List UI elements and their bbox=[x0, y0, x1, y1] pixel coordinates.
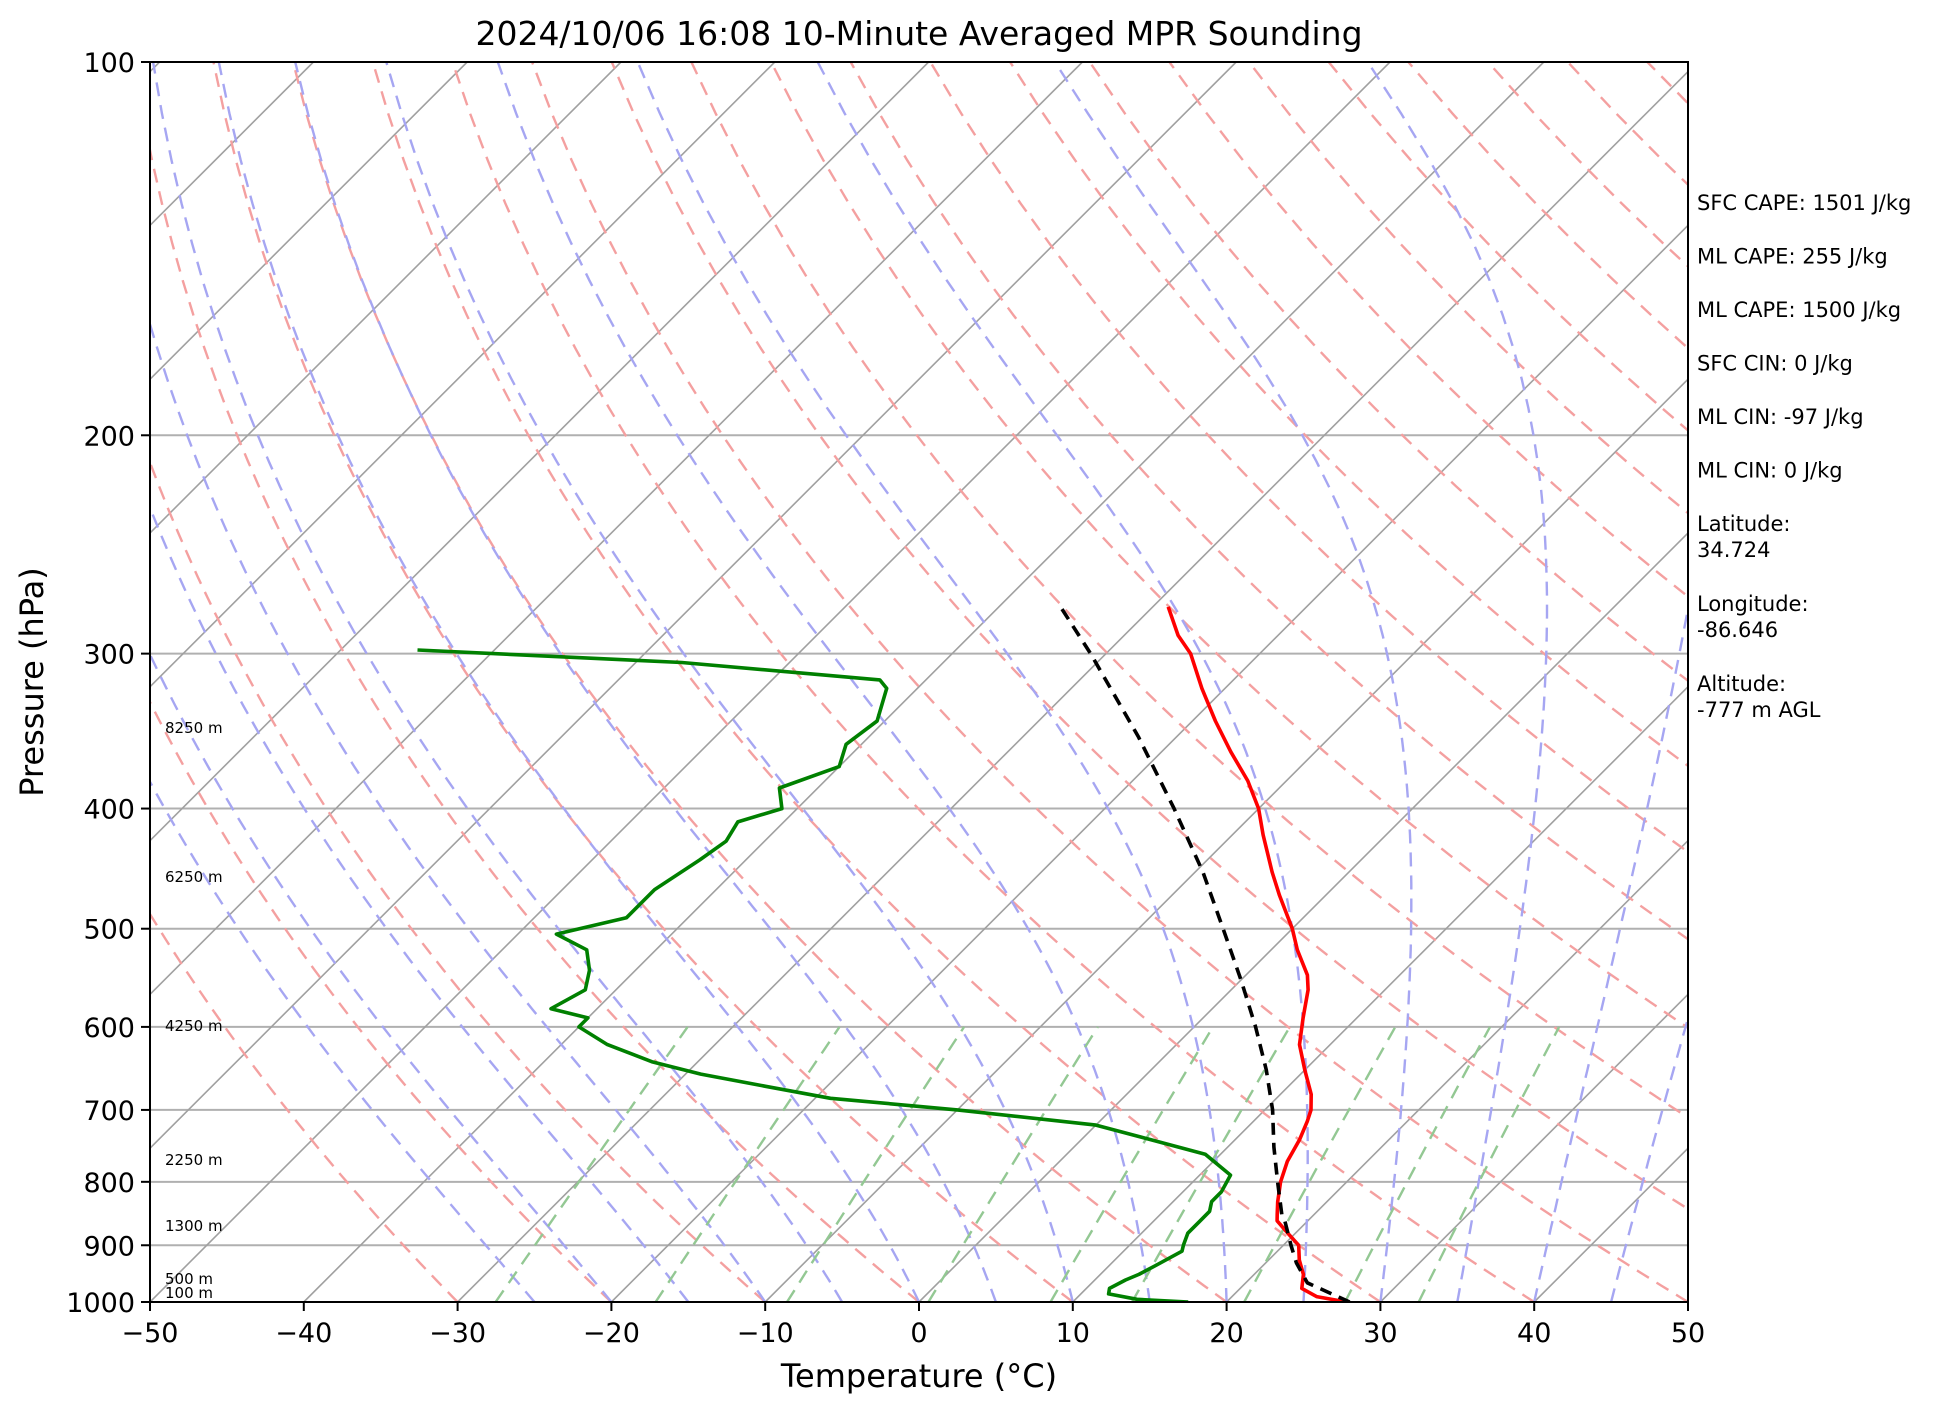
y-axis-ticks: 1000 900 800 700 600 500 400 300 200 100 bbox=[66, 48, 150, 1319]
isotherm-line bbox=[918, 531, 1688, 1302]
parcel-profile-line bbox=[1058, 605, 1351, 1302]
isotherm-line bbox=[150, 62, 930, 842]
x-tick-label: 20 bbox=[1209, 1318, 1243, 1349]
dry-adiabat-line bbox=[150, 911, 459, 1302]
moist-adiabat-line bbox=[816, 62, 1309, 1302]
chart-title: 2024/10/06 16:08 10-Minute Averaged MPR … bbox=[475, 14, 1362, 53]
y-tick-label: 400 bbox=[83, 795, 135, 826]
x-axis-title: Temperature (°C) bbox=[780, 1357, 1057, 1395]
height-label: 100 m bbox=[165, 1284, 213, 1302]
dry-adiabat-line bbox=[371, 62, 1382, 1302]
mixing-ratio-line bbox=[1131, 1026, 1291, 1302]
isotherm-line bbox=[150, 62, 468, 381]
y-tick-label: 700 bbox=[83, 1096, 135, 1127]
x-axis-ticks: −50 −40 −30 −20 −10 0 10 20 30 40 50 bbox=[122, 1302, 1705, 1349]
x-tick-label: −20 bbox=[583, 1318, 640, 1349]
dry-adiabat-line bbox=[770, 62, 1688, 1030]
x-tick-label: −30 bbox=[429, 1318, 486, 1349]
stat-text: ML CAPE: 1500 J/kg bbox=[1697, 298, 1901, 322]
dry-adiabat-line bbox=[212, 62, 1074, 1302]
x-tick-label: 10 bbox=[1056, 1318, 1090, 1349]
height-label: 6250 m bbox=[165, 868, 223, 886]
dry-adiabat-line bbox=[530, 62, 1688, 1302]
isotherm-line bbox=[150, 62, 1083, 996]
y-tick-label: 500 bbox=[83, 915, 135, 946]
isotherm-line bbox=[150, 62, 622, 535]
isotherm-line bbox=[457, 70, 1688, 1302]
dry-adiabat-line bbox=[291, 62, 1228, 1302]
y-tick-label: 300 bbox=[83, 640, 135, 671]
dry-adiabat-line bbox=[150, 699, 613, 1302]
isotherm-line bbox=[150, 62, 776, 688]
y-tick-label: 100 bbox=[83, 48, 135, 79]
x-tick-label: 50 bbox=[1671, 1318, 1705, 1349]
isotherm-line bbox=[150, 62, 1237, 1150]
stat-text: ML CAPE: 255 J/kg bbox=[1697, 245, 1888, 269]
moist-adiabat-line bbox=[385, 62, 1074, 1302]
dewpoint-profile-line bbox=[417, 648, 1233, 1302]
dry-adiabat-line bbox=[451, 62, 1535, 1302]
moist-adiabat-line bbox=[150, 779, 536, 1302]
mixing-ratio-line bbox=[785, 1026, 966, 1302]
moist-adiabat-line bbox=[1366, 62, 1549, 1302]
dry-adiabat-line bbox=[610, 62, 1688, 1211]
y-tick-label: 1000 bbox=[66, 1288, 135, 1319]
mixing-ratio-line bbox=[494, 1026, 689, 1302]
height-label: 4250 m bbox=[165, 1017, 223, 1035]
stat-text: Latitude: 34.724 bbox=[1697, 512, 1791, 562]
moist-adiabat-line bbox=[1533, 601, 1688, 1302]
x-tick-label: 30 bbox=[1363, 1318, 1397, 1349]
y-tick-label: 800 bbox=[83, 1168, 135, 1199]
stat-text: SFC CAPE: 1501 J/kg bbox=[1697, 191, 1911, 215]
isotherm-line bbox=[764, 378, 1688, 1302]
isotherm-line bbox=[1379, 993, 1688, 1302]
dry-adiabat-line bbox=[929, 62, 1688, 854]
mixing-ratio-line bbox=[654, 1026, 841, 1302]
moist-adiabat-line bbox=[294, 62, 998, 1302]
x-tick-label: −40 bbox=[275, 1318, 332, 1349]
temperature-profile-line bbox=[1166, 606, 1347, 1302]
mixing-ratio-line bbox=[927, 1026, 1099, 1302]
dry-adiabat-line bbox=[150, 459, 766, 1302]
stat-text: SFC CIN: 0 J/kg bbox=[1697, 352, 1853, 376]
moist-adiabat-line bbox=[150, 651, 613, 1302]
moist-adiabat-line bbox=[151, 62, 844, 1302]
y-tick-label: 900 bbox=[83, 1231, 135, 1262]
x-tick-label: 0 bbox=[910, 1318, 927, 1349]
isotherm-line bbox=[1072, 685, 1688, 1302]
height-label: 1300 m bbox=[165, 1217, 223, 1235]
moist-adiabat-line bbox=[636, 62, 1228, 1302]
height-label: 8250 m bbox=[165, 719, 223, 737]
y-tick-label: 600 bbox=[83, 1013, 135, 1044]
moist-adiabat-line bbox=[496, 62, 1151, 1302]
isotherm-line bbox=[1226, 839, 1688, 1302]
mixing-ratio-line bbox=[1049, 1026, 1214, 1302]
dry-adiabat-line bbox=[690, 62, 1688, 1120]
stat-text: ML CIN: -97 J/kg bbox=[1697, 405, 1864, 429]
height-label: 500 m bbox=[165, 1270, 213, 1288]
x-tick-label: −10 bbox=[737, 1318, 794, 1349]
moist-adiabat-line bbox=[1053, 62, 1413, 1302]
x-tick-label: −50 bbox=[122, 1318, 179, 1349]
isotherm-line bbox=[150, 62, 1391, 1302]
isotherm-line bbox=[303, 62, 1545, 1302]
dry-adiabat-line bbox=[150, 144, 920, 1302]
stat-text: Longitude: -86.646 bbox=[1697, 592, 1809, 642]
stat-text: ML CIN: 0 J/kg bbox=[1697, 459, 1843, 483]
moist-adiabat-line bbox=[150, 504, 690, 1302]
y-tick-label: 200 bbox=[83, 421, 135, 452]
y-axis-title: Pressure (hPa) bbox=[13, 567, 51, 797]
sounding-stats-panel: SFC CAPE: 1501 J/kg ML CAPE: 255 J/kg ML C… bbox=[1697, 191, 1911, 722]
x-tick-label: 40 bbox=[1517, 1318, 1551, 1349]
stat-text: Altitude: -777 m AGL bbox=[1697, 672, 1821, 722]
height-label: 2250 m bbox=[165, 1151, 223, 1169]
dry-adiabat-line bbox=[849, 62, 1688, 941]
moist-adiabat-line bbox=[217, 62, 921, 1302]
